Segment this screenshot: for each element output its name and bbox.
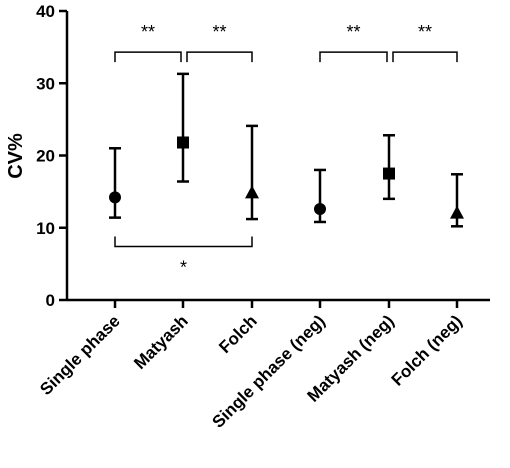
y-tick-label: 30 [36, 74, 55, 93]
y-tick-label: 10 [36, 219, 55, 238]
axes: 0 10 20 30 40 [36, 2, 490, 310]
significance-bracket [392, 51, 458, 63]
significance-brackets: ** ** ** *** [114, 22, 458, 278]
data-point-triangle [450, 205, 464, 219]
significance-bracket [319, 51, 388, 63]
data-point-triangle [245, 185, 259, 199]
y-tick-label: 40 [36, 2, 55, 21]
x-tick-label: Single phase (neg) [209, 311, 329, 431]
x-tick-label: Folch [215, 311, 260, 356]
data-point-circle [109, 191, 121, 204]
significance-bracket [114, 236, 253, 248]
significance-label: ** [212, 22, 226, 42]
data-point-square [177, 136, 189, 149]
significance-label: ** [346, 22, 360, 42]
significance-label: ** [418, 22, 432, 42]
x-tick-label: Single phase [36, 311, 124, 399]
significance-bracket [186, 51, 253, 63]
y-axis-title: CV% [5, 133, 27, 179]
x-tick-label: Matyash [130, 311, 192, 373]
error-bars [109, 72, 463, 228]
significance-label: ** [141, 22, 155, 42]
data-point-square [383, 167, 395, 180]
significance-bracket [114, 51, 182, 63]
y-tick-label: 20 [36, 147, 55, 166]
data-markers [109, 136, 464, 219]
significance-label: * [180, 258, 187, 278]
data-point-circle [314, 202, 326, 215]
x-tick-label: Folch (neg) [388, 311, 466, 389]
y-tick-label: 0 [46, 291, 55, 310]
